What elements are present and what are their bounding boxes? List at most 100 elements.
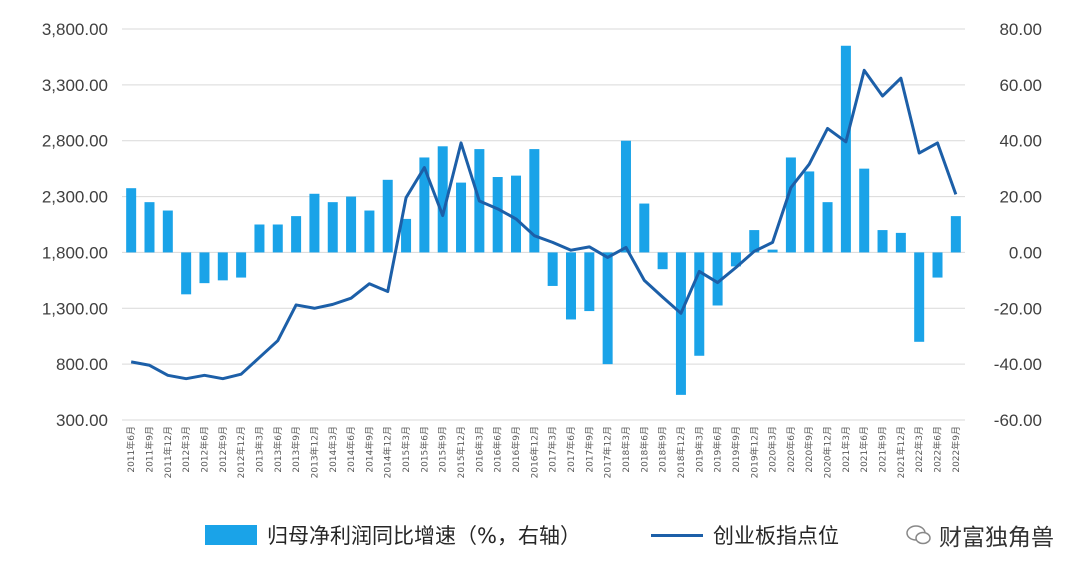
x-axis-tick: 2017年9月 xyxy=(583,426,595,473)
x-axis-tick: 2012年9月 xyxy=(217,426,229,473)
x-axis-tick: 2020年9月 xyxy=(803,426,815,473)
x-axis-tick: 2018年12月 xyxy=(675,426,687,478)
bar xyxy=(749,230,760,253)
bar xyxy=(877,230,888,253)
bar xyxy=(199,252,210,284)
watermark: 财富独角兽 xyxy=(905,518,1054,552)
legend-bar-label: 归母净利润同比增速（%，右轴） xyxy=(267,524,581,548)
x-axis-tick: 2020年12月 xyxy=(822,426,834,478)
legend-line-label: 创业板指点位 xyxy=(712,524,839,548)
wechat-icon xyxy=(906,525,931,545)
x-axis-tick: 2021年3月 xyxy=(840,426,852,473)
bar xyxy=(895,232,906,253)
x-axis-tick: 2016年6月 xyxy=(492,426,504,473)
left-axis-tick: 800.00 xyxy=(56,355,108,374)
x-axis-tick: 2013年3月 xyxy=(253,426,265,473)
right-axis-tick: 60.00 xyxy=(999,76,1042,95)
bar xyxy=(840,45,851,253)
bar xyxy=(529,149,540,253)
left-axis-tick: 1,800.00 xyxy=(42,243,108,262)
right-axis-tick: 20.00 xyxy=(999,188,1042,207)
x-axis-tick: 2013年9月 xyxy=(290,426,302,473)
x-axis-tick: 2014年6月 xyxy=(345,426,357,473)
bar xyxy=(914,252,925,342)
x-axis-tick: 2020年6月 xyxy=(785,426,797,473)
right-axis-tick: 80.00 xyxy=(999,20,1042,39)
x-axis-tick: 2022年9月 xyxy=(950,426,962,473)
bar xyxy=(419,157,430,253)
bar xyxy=(950,216,961,253)
bar xyxy=(511,175,522,253)
x-axis-tick: 2013年6月 xyxy=(272,426,284,473)
right-axis-tick: 40.00 xyxy=(999,132,1042,151)
bar xyxy=(584,252,595,312)
bar xyxy=(126,188,137,253)
left-axis-tick: 1,300.00 xyxy=(42,299,108,318)
x-axis-tick: 2011年6月 xyxy=(125,426,137,473)
x-axis-tick: 2016年3月 xyxy=(473,426,485,473)
bar xyxy=(456,182,467,253)
x-axis-tick: 2016年12月 xyxy=(528,426,540,478)
x-axis-tick: 2018年3月 xyxy=(620,426,632,473)
right-axis-tick: -60.00 xyxy=(994,411,1042,430)
x-axis-tick: 2021年6月 xyxy=(858,426,870,473)
x-axis-tick: 2017年12月 xyxy=(602,426,614,478)
bar xyxy=(217,252,228,281)
watermark-text: 财富独角兽 xyxy=(939,525,1054,551)
bar xyxy=(547,252,558,286)
bar xyxy=(767,249,778,253)
bar xyxy=(657,252,668,270)
bar xyxy=(492,177,503,253)
bar xyxy=(859,168,870,253)
x-axis-tick: 2013年12月 xyxy=(308,426,320,478)
x-axis-tick: 2014年12月 xyxy=(382,426,394,478)
right-axis-tick: 0.00 xyxy=(1009,243,1042,262)
bar xyxy=(694,252,705,356)
bar xyxy=(327,202,338,253)
x-axis-tick: 2017年6月 xyxy=(565,426,577,473)
bar xyxy=(639,203,650,253)
bar xyxy=(804,171,815,253)
x-axis-tick: 2021年9月 xyxy=(877,426,889,473)
x-axis-tick: 2022年3月 xyxy=(913,426,925,473)
x-axis-tick: 2020年3月 xyxy=(767,426,779,473)
bar xyxy=(346,196,357,253)
x-axis-tick: 2019年9月 xyxy=(730,426,742,473)
bar xyxy=(291,216,302,253)
x-axis-tick: 2011年9月 xyxy=(143,426,155,473)
x-axis-tick: 2014年3月 xyxy=(327,426,339,473)
bar xyxy=(162,210,173,253)
x-axis-tick: 2019年3月 xyxy=(693,426,705,473)
bar xyxy=(822,202,833,253)
bar xyxy=(785,157,796,253)
x-axis-tick: 2021年12月 xyxy=(895,426,907,478)
x-axis-tick: 2016年9月 xyxy=(510,426,522,473)
bar xyxy=(565,252,576,320)
bar xyxy=(675,252,686,395)
x-axis-tick: 2012年12月 xyxy=(235,426,247,478)
left-axis-tick: 300.00 xyxy=(56,411,108,430)
bar xyxy=(236,252,247,278)
x-axis-tick: 2018年9月 xyxy=(657,426,669,473)
bar xyxy=(620,140,631,253)
x-axis-tick: 2011年12月 xyxy=(162,426,174,478)
right-axis-tick: -20.00 xyxy=(994,299,1042,318)
legend: 归母净利润同比增速（%，右轴） 创业板指点位 xyxy=(205,520,839,550)
bar xyxy=(181,252,192,295)
x-axis-tick: 2012年6月 xyxy=(198,426,210,473)
legend-line-swatch xyxy=(650,533,703,537)
bar xyxy=(730,252,741,267)
x-axis-tick: 2012年3月 xyxy=(180,426,192,473)
index-line xyxy=(130,68,958,381)
left-axis-tick: 2,300.00 xyxy=(42,188,108,207)
x-axis-tick: 2015年12月 xyxy=(455,426,467,478)
x-axis-tick: 2019年12月 xyxy=(748,426,760,478)
x-axis-tick: 2018年6月 xyxy=(638,426,650,473)
bar xyxy=(364,210,375,253)
x-axis-tick: 2017年3月 xyxy=(547,426,559,473)
x-axis-tick: 2015年3月 xyxy=(400,426,412,473)
bar xyxy=(712,252,723,306)
right-axis-tick: -40.00 xyxy=(994,355,1042,374)
bar xyxy=(401,218,412,253)
